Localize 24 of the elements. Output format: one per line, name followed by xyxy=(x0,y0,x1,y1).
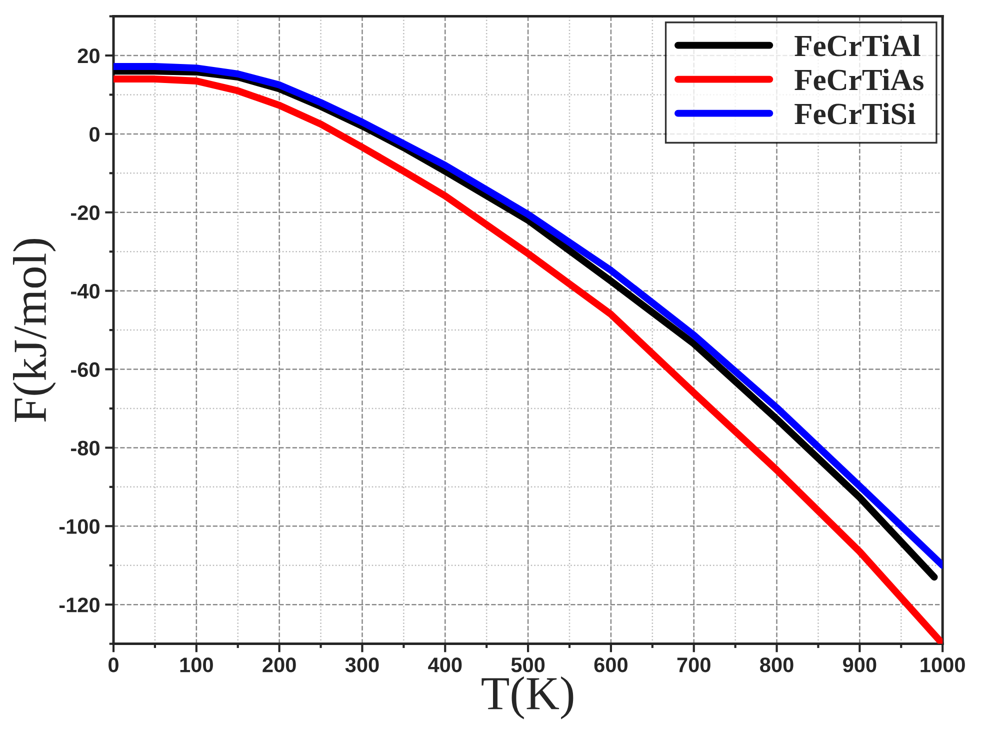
x-tick-label: 800 xyxy=(760,658,794,672)
x-tick-label: 600 xyxy=(594,658,628,672)
x-tick-label: 700 xyxy=(677,658,710,672)
y-axis-title: F(kJ/mol) xyxy=(13,238,56,422)
x-tick-label: 400 xyxy=(428,658,462,672)
x-tick-label: 0 xyxy=(108,658,118,672)
y-tick-label: -60 xyxy=(71,362,100,378)
x-tick-label: 100 xyxy=(180,658,213,672)
y-tick-label: -80 xyxy=(71,440,100,456)
y-tick-label: -20 xyxy=(71,205,100,220)
legend-label: FeCrTiSi xyxy=(794,102,916,124)
y-tick-label: 0 xyxy=(90,126,100,142)
y-tick-label: -40 xyxy=(71,284,100,299)
x-tick-label: 300 xyxy=(345,658,379,672)
x-tick-label: 1000 xyxy=(920,658,965,672)
y-tick-label: -100 xyxy=(59,519,100,534)
x-tick-label: 500 xyxy=(511,658,545,672)
x-tick-label: 900 xyxy=(843,658,876,672)
legend-label: FeCrTiAl xyxy=(794,34,920,56)
y-tick-label: 20 xyxy=(78,48,100,64)
y-tick-label: -120 xyxy=(59,598,100,612)
x-axis-title: T(K) xyxy=(482,676,574,720)
x-tick-label: 200 xyxy=(262,658,296,672)
legend-label: FeCrTiAs xyxy=(794,68,924,90)
